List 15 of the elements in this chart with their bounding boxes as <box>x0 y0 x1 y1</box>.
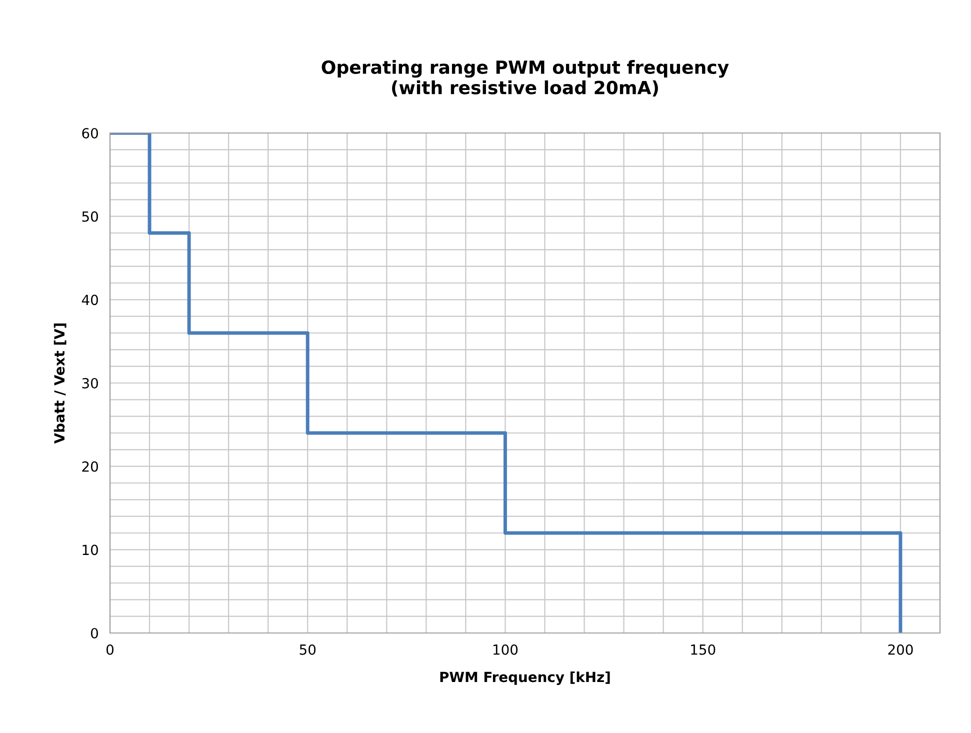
chart-title: Operating range PWM output frequency (with resistive load 20mA) <box>322 60 729 96</box>
y-tick-label: 50 <box>82 211 98 222</box>
y-tick-label: 60 <box>82 128 98 138</box>
y-tick-label: 30 <box>82 378 98 388</box>
x-tick-label: 50 <box>300 644 316 655</box>
y-tick-label: 40 <box>82 294 98 306</box>
x-tick-label: 0 <box>106 644 114 655</box>
x-tick-label: 100 <box>494 644 518 655</box>
y-tick-label: 20 <box>82 461 98 472</box>
x-tick-label: 150 <box>691 644 716 655</box>
x-tick-label: 200 <box>888 644 913 655</box>
y-tick-label: 0 <box>90 628 98 638</box>
y-axis-title: Vbatt / Vext [V] <box>54 324 66 444</box>
y-tick-label: 10 <box>82 544 98 556</box>
x-axis-title: PWM Frequency [kHz] <box>440 671 610 685</box>
